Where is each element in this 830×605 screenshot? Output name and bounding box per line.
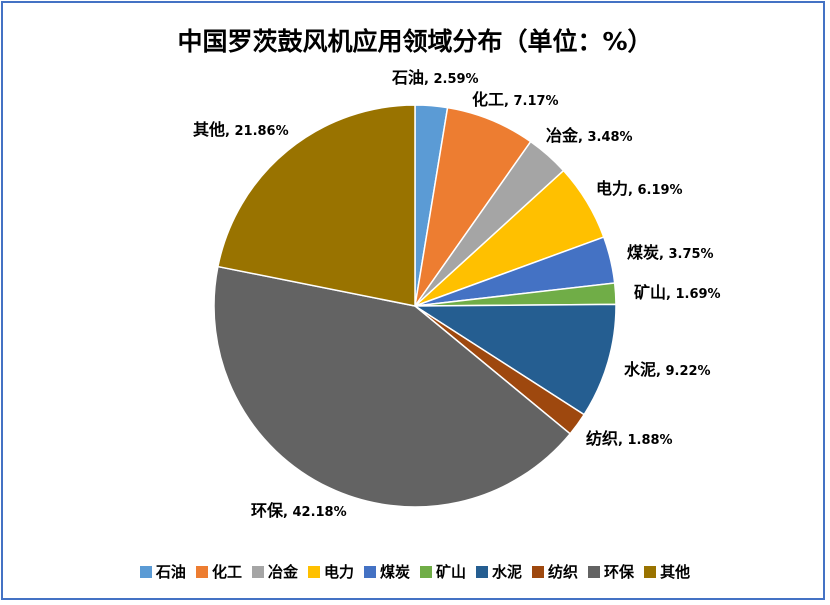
legend-label: 电力 xyxy=(323,563,354,581)
legend-swatch xyxy=(251,565,264,578)
data-label-8: 纺织, 1.88% xyxy=(586,429,673,448)
legend-item-9: 环保 xyxy=(588,561,634,582)
pie-slice-7 xyxy=(412,303,617,416)
data-label-9: 环保, 42.18% xyxy=(251,501,347,520)
legend-label: 纺织 xyxy=(548,563,579,581)
legend-label: 水泥 xyxy=(492,563,523,581)
data-label-6: 矿山, 1.69% xyxy=(634,283,721,302)
legend-label: 环保 xyxy=(604,563,635,581)
data-label-3: 冶金, 3.48% xyxy=(546,126,633,145)
legend-swatch xyxy=(588,565,601,578)
legend-label: 化工 xyxy=(211,563,242,581)
legend-label: 石油 xyxy=(155,563,186,581)
pie-slice-9 xyxy=(213,265,572,508)
chart-title: 中国罗茨鼓风机应用领域分布（单位：%） xyxy=(177,27,653,56)
legend-item-10: 其他 xyxy=(644,561,690,582)
data-label-4: 电力, 6.19% xyxy=(596,179,683,198)
legend-item-7: 水泥 xyxy=(476,561,522,582)
legend-item-1: 石油 xyxy=(139,561,186,582)
legend-label: 矿山 xyxy=(436,563,467,581)
legend-item-4: 电力 xyxy=(307,561,354,582)
legend-item-6: 矿山 xyxy=(420,561,466,582)
legend-swatch xyxy=(420,565,432,578)
legend-label: 煤炭 xyxy=(379,563,410,581)
data-label-2: 化工, 7.17% xyxy=(472,90,559,109)
legend-swatch xyxy=(139,565,152,578)
legend-swatch xyxy=(307,565,320,578)
legend: 石油 化工 冶金 电力 煤炭 矿山 水泥 纺织 环保 其他 xyxy=(0,561,830,582)
legend-label: 其他 xyxy=(660,563,691,581)
data-label-5: 煤炭, 3.75% xyxy=(627,243,714,262)
legend-item-2: 化工 xyxy=(195,561,242,582)
data-label-10: 其他, 21.86% xyxy=(193,120,289,139)
legend-swatch xyxy=(363,565,376,578)
pie-slice-10 xyxy=(217,104,416,307)
legend-swatch xyxy=(195,565,208,578)
data-label-7: 水泥, 9.22% xyxy=(624,360,711,379)
legend-label: 冶金 xyxy=(267,563,298,581)
data-label-1: 石油, 2.59% xyxy=(391,68,479,87)
legend-swatch xyxy=(476,565,489,578)
legend-swatch xyxy=(644,565,657,578)
legend-item-8: 纺织 xyxy=(532,561,578,582)
legend-item-3: 冶金 xyxy=(251,561,298,582)
legend-item-5: 煤炭 xyxy=(363,561,410,582)
legend-swatch xyxy=(532,565,545,578)
